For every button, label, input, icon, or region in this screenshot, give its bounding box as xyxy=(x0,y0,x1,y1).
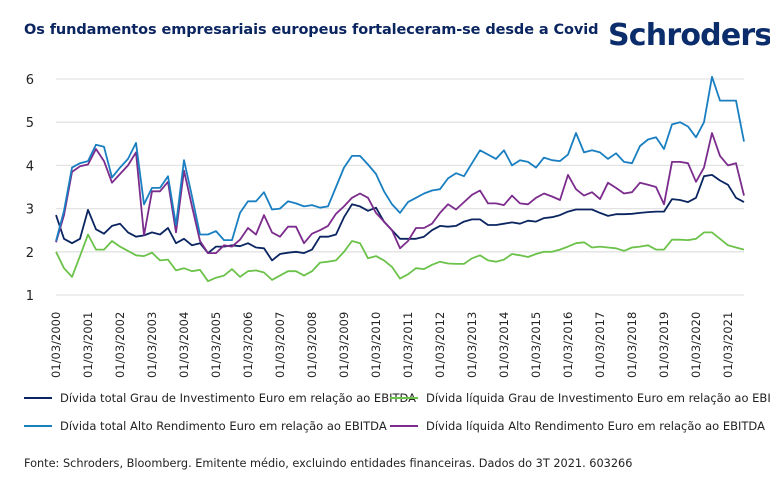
series-lines xyxy=(55,75,745,283)
y-tick-label: 5 xyxy=(26,116,34,131)
x-tick-label: 01/03/2015 xyxy=(529,312,543,378)
x-tick-label: 01/03/2002 xyxy=(113,312,127,378)
x-tick-label: 01/03/2018 xyxy=(625,312,639,378)
x-tick-label: 01/03/2019 xyxy=(657,312,671,378)
x-tick-label: 01/03/2011 xyxy=(401,312,415,378)
legend-item-total-ig: Dívida total Grau de Investimento Euro e… xyxy=(24,391,416,405)
x-tick-label: 01/03/2000 xyxy=(49,312,63,378)
schroders-logo: Schroders xyxy=(608,18,770,53)
x-tick-label: 01/03/2003 xyxy=(145,312,159,378)
series-line-1 xyxy=(55,75,745,242)
x-tick-label: 01/03/2013 xyxy=(465,312,479,378)
chart-title: Os fundamentos empresariais europeus for… xyxy=(24,22,599,38)
legend-item-net-hy: Dívida líquida Alto Rendimento Euro em r… xyxy=(390,419,765,433)
y-axis-ticks: 1 2 3 4 5 6 xyxy=(26,73,34,304)
series-line-3 xyxy=(55,132,745,255)
x-tick-label: 01/03/2010 xyxy=(369,312,383,378)
x-tick-label: 01/03/2014 xyxy=(497,312,511,378)
x-tick-label: 01/03/2017 xyxy=(593,312,607,378)
y-tick-label: 4 xyxy=(26,159,34,174)
y-tick-label: 2 xyxy=(26,246,34,261)
x-tick-label: 01/03/2012 xyxy=(433,312,447,378)
legend-swatch xyxy=(24,397,52,399)
legend-item-total-hy: Dívida total Alto Rendimento Euro em rel… xyxy=(24,419,387,433)
source-note: Fonte: Schroders, Bloomberg. Emitente mé… xyxy=(24,457,633,470)
x-tick-label: 01/03/2005 xyxy=(209,312,223,378)
x-tick-label: 01/03/2008 xyxy=(305,312,319,378)
y-tick-label: 3 xyxy=(26,203,34,218)
x-tick-label: 01/03/2020 xyxy=(689,312,703,378)
x-tick-label: 01/03/2006 xyxy=(241,312,255,378)
legend-label: Dívida líquida Alto Rendimento Euro em r… xyxy=(426,419,765,433)
x-tick-label: 01/03/2007 xyxy=(273,312,287,378)
x-tick-label: 01/03/2001 xyxy=(81,312,95,378)
y-tick-label: 1 xyxy=(26,289,34,304)
x-tick-label: 01/03/2004 xyxy=(177,312,191,378)
legend-label: Dívida total Alto Rendimento Euro em rel… xyxy=(60,419,387,433)
legend-swatch xyxy=(390,425,418,427)
x-tick-label: 01/03/2009 xyxy=(337,312,351,378)
legend-swatch xyxy=(24,425,52,427)
y-tick-label: 6 xyxy=(26,73,34,88)
legend-swatch xyxy=(390,397,418,399)
series-line-2 xyxy=(55,231,745,283)
x-tick-label: 01/03/2016 xyxy=(561,312,575,378)
legend-item-net-ig: Dívida líquida Grau de Investimento Euro… xyxy=(390,391,770,405)
legend-label: Dívida total Grau de Investimento Euro e… xyxy=(60,391,417,405)
series-line-0 xyxy=(55,173,745,262)
x-tick-label: 01/03/2021 xyxy=(721,312,735,378)
x-axis-ticks: 01/03/2000 01/03/2001 01/03/2002 01/03/2003… xyxy=(49,312,735,378)
gridlines xyxy=(56,78,744,296)
legend-label: Dívida líquida Grau de Investimento Euro… xyxy=(426,391,770,405)
